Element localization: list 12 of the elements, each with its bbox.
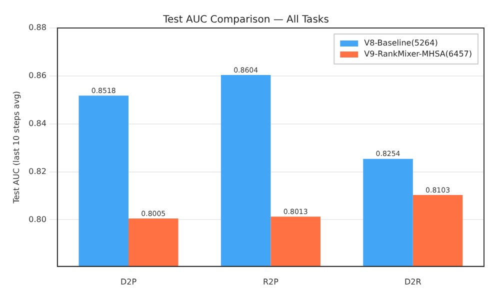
y-tick-label: 0.84	[28, 118, 46, 128]
y-tick-label: 0.82	[28, 166, 46, 176]
y-tick-label: 0.80	[28, 214, 46, 224]
x-tick-label: R2P	[262, 277, 279, 286]
chart-title: Test AUC Comparison — All Tasks	[162, 14, 329, 26]
y-tick-label: 0.86	[28, 71, 46, 80]
legend-label: V8-Baseline(5264)	[364, 38, 438, 48]
legend-label: V9-RankMixer-MHSA(6457)	[364, 50, 472, 59]
x-tick-label: D2R	[404, 277, 422, 286]
y-axis-title: Test AUC (last 10 steps avg)	[12, 90, 21, 204]
y-tick-label: 0.88	[28, 23, 46, 32]
x-tick-label: D2P	[120, 277, 137, 286]
